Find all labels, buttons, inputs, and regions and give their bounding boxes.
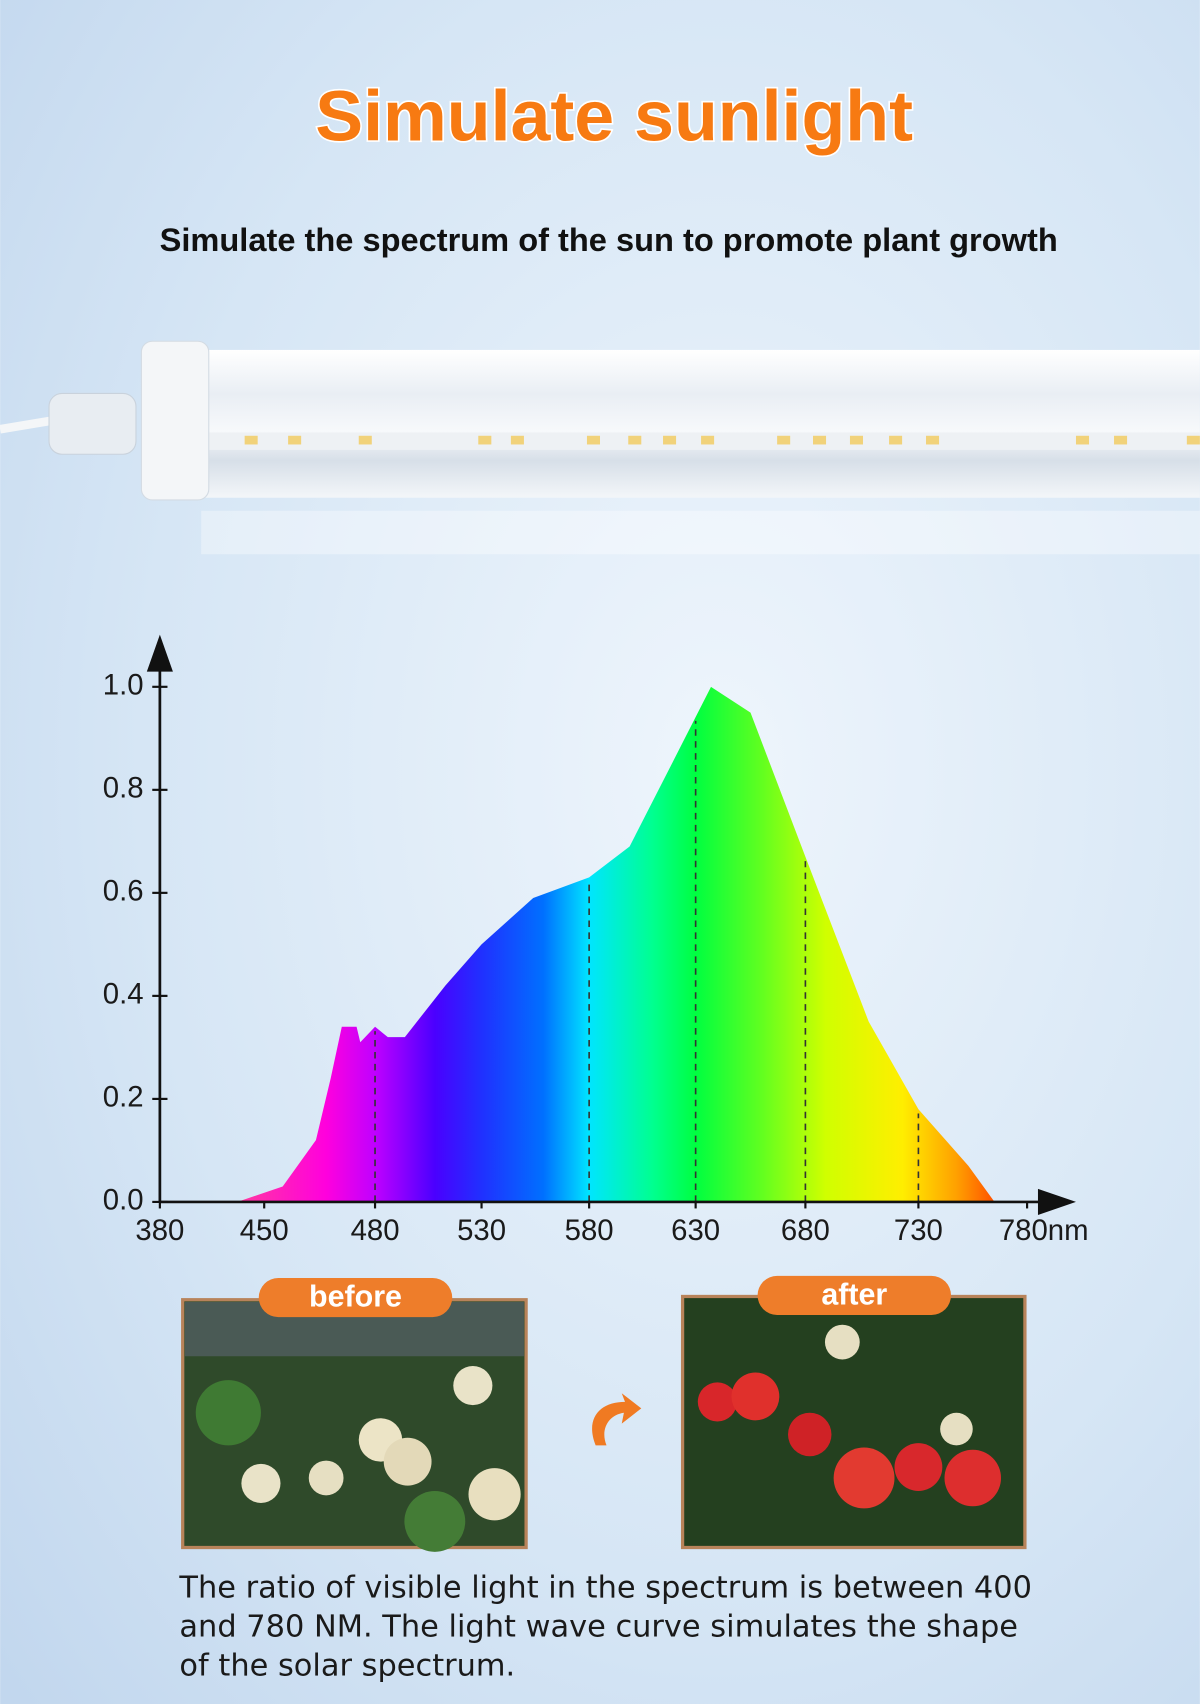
y-tick-label: 0.2 <box>103 1081 144 1114</box>
y-axis-arrow <box>146 634 173 672</box>
x-tick-label: 630 <box>671 1214 720 1247</box>
y-tick-label: 0.0 <box>103 1184 144 1217</box>
x-axis-arrow <box>1037 1188 1076 1215</box>
x-tick-label: 380 <box>135 1214 184 1247</box>
arrow-icon <box>592 1393 642 1446</box>
x-tick-label: 680 <box>781 1214 830 1247</box>
after-panel: after <box>680 1275 1027 1550</box>
light-tube <box>0 340 1200 555</box>
subtitle: Simulate the spectrum of the sun to prom… <box>160 221 1058 258</box>
caption-line: and 780 NM. The light wave curve simulat… <box>179 1610 1018 1645</box>
x-tick-label: 730 <box>894 1214 943 1247</box>
x-tick-label: 780nm <box>999 1214 1089 1247</box>
x-tick-label: 580 <box>565 1214 614 1247</box>
x-tick-label: 480 <box>351 1214 400 1247</box>
x-tick-label: 450 <box>240 1214 289 1247</box>
spectrum-area <box>237 686 995 1202</box>
y-tick-label: 1.0 <box>103 669 144 702</box>
before-panel: before <box>181 1278 528 1552</box>
caption-line: The ratio of visible light in the spectr… <box>178 1571 1032 1606</box>
y-tick-label: 0.6 <box>103 875 144 908</box>
title: Simulate sunlight <box>315 77 913 157</box>
caption-line: of the solar spectrum. <box>179 1649 515 1684</box>
y-tick-label: 0.8 <box>103 772 144 805</box>
spectrum-chart: 0.0 0.2 0.4 0.6 0.8 1.0 380 450 480 530 580 630 680 7… <box>103 634 1089 1247</box>
y-tick-label: 0.4 <box>103 978 144 1011</box>
x-tick-label: 530 <box>457 1214 506 1247</box>
after-label: after <box>821 1278 887 1312</box>
before-label: before <box>309 1280 402 1314</box>
